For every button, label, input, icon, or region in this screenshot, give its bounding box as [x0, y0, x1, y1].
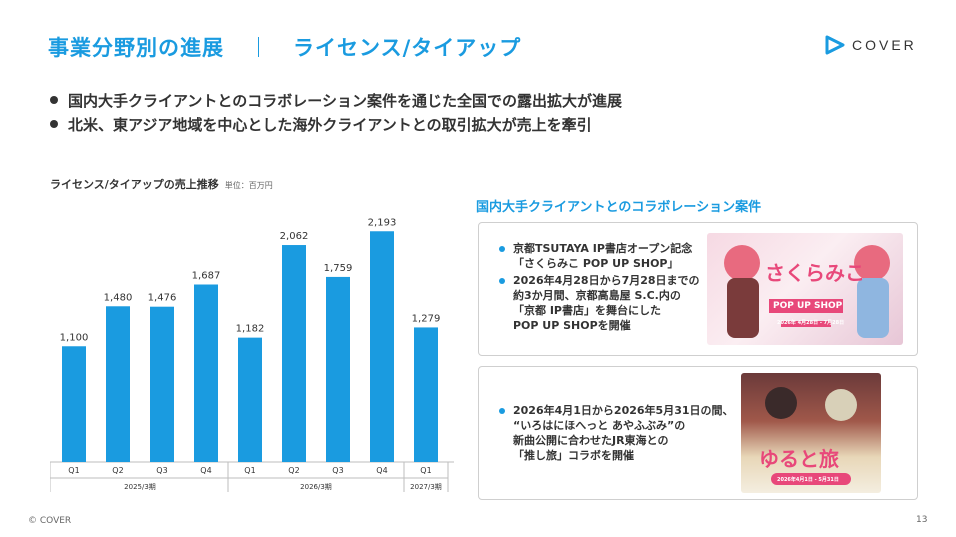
campaign-illustration: [765, 387, 857, 485]
collab-card-text: 京都TSUTAYA IP書店オープン記念 「さくらみこ POP UP SHOP」…: [499, 241, 700, 335]
bullet-icon: [499, 246, 505, 252]
x-tick-label: Q2: [112, 466, 123, 475]
collab-card-jr-tokai: 2026年4月1日から2026年5月31日の間、 “いろはにほへっと あやふぶみ…: [478, 366, 918, 500]
period-group-label: 2026/3期: [300, 483, 332, 491]
chart-bar: [106, 306, 130, 462]
collab-item: 2026年4月1日から2026年5月31日の間、 “いろはにほへっと あやふぶみ…: [499, 403, 734, 463]
title-topic: ライセンス/タイアップ: [293, 36, 522, 60]
bar-value-label: 1,759: [324, 263, 353, 274]
chart-bar: [238, 337, 262, 462]
x-tick-label: Q4: [376, 466, 387, 475]
period-group-label: 2027/3期: [410, 483, 442, 491]
sakuramiko-popup-image: さくらみこ POP UP SHOP 2026年 4月28日 - 7月28日: [707, 233, 903, 345]
x-tick-label: Q2: [288, 466, 299, 475]
bullet-icon: [50, 120, 58, 128]
bullet-icon: [499, 278, 505, 284]
summary-bullet: 国内大手クライアントとのコラボレーション案件を通じた全国での露出拡大が進展: [50, 88, 622, 112]
period-group-label: 2025/3期: [124, 483, 156, 491]
x-tick-label: Q3: [156, 466, 167, 475]
cover-logo: COVER: [824, 35, 917, 55]
page-title: 事業分野別の進展 ライセンス/タイアップ: [48, 32, 521, 62]
page-number: 13: [916, 515, 928, 525]
cover-logo-icon: [825, 35, 845, 55]
bullet-icon: [499, 408, 505, 414]
collab-section-title: 国内大手クライアントとのコラボレーション案件: [476, 200, 762, 215]
x-tick-label: Q1: [244, 466, 255, 475]
bar-value-label: 1,480: [104, 292, 133, 303]
summary-bullets: 国内大手クライアントとのコラボレーション案件を通じた全国での露出拡大が進展 北米…: [50, 88, 622, 136]
summary-bullet: 北米、東アジア地域を中心とした海外クライアントとの取引拡大が売上を牽引: [50, 112, 622, 136]
image-date-text: 2026年4月1日 - 5月31日: [777, 477, 839, 483]
bar-value-label: 1,687: [192, 270, 221, 281]
title-separator: [258, 37, 259, 57]
collab-card-sakuramiko: 京都TSUTAYA IP書店オープン記念 「さくらみこ POP UP SHOP」…: [478, 222, 918, 356]
bar-value-label: 2,193: [368, 217, 397, 228]
bar-value-label: 1,279: [412, 313, 441, 324]
x-tick-label: Q1: [420, 466, 431, 475]
chart-bar: [150, 306, 174, 462]
sales-bar-chart: 1,100 Q1 1,480 Q2 1,476 Q3 1,687 Q4 1,182 Q1 2,062…: [50, 217, 454, 492]
bar-value-label: 1,476: [148, 293, 177, 304]
image-title-text: さくらみこ: [765, 261, 865, 285]
bar-value-label: 2,062: [280, 231, 309, 242]
bullet-icon: [50, 96, 58, 104]
x-tick-label: Q3: [332, 466, 343, 475]
chart-bar: [414, 327, 438, 462]
chart-bar: [370, 231, 394, 462]
collab-item: 京都TSUTAYA IP書店オープン記念 「さくらみこ POP UP SHOP」: [499, 241, 700, 271]
bar-value-label: 1,182: [236, 324, 265, 335]
x-tick-label: Q1: [68, 466, 79, 475]
chart-bar: [194, 284, 218, 462]
collab-item: 2026年4月28日から7月28日までの 約3か月間、京都高島屋 S.C.内の …: [499, 273, 700, 333]
chart-bar: [62, 346, 86, 462]
title-section: 事業分野別の進展: [48, 36, 224, 60]
collab-card-text: 2026年4月1日から2026年5月31日の間、 “いろはにほへっと あやふぶみ…: [499, 403, 734, 465]
chart-bar: [282, 245, 306, 462]
image-date-text: 2026年 4月28日 - 7月28日: [777, 320, 845, 326]
image-title-text: ゆると旅: [759, 447, 839, 471]
chart-title: ライセンス/タイアップの売上推移 単位：百万円: [50, 178, 273, 191]
footer-copyright: © COVER: [28, 516, 72, 526]
chart-unit: 単位：百万円: [224, 181, 273, 190]
image-subtitle-text: POP UP SHOP: [773, 301, 843, 311]
bar-value-label: 1,100: [60, 332, 89, 343]
character-illustration: [724, 245, 890, 338]
oshi-tabi-image: ゆると旅 2026年4月1日 - 5月31日: [741, 373, 881, 493]
chart-bar: [326, 276, 350, 462]
x-tick-label: Q4: [200, 466, 211, 475]
cover-logo-text: COVER: [852, 37, 917, 53]
